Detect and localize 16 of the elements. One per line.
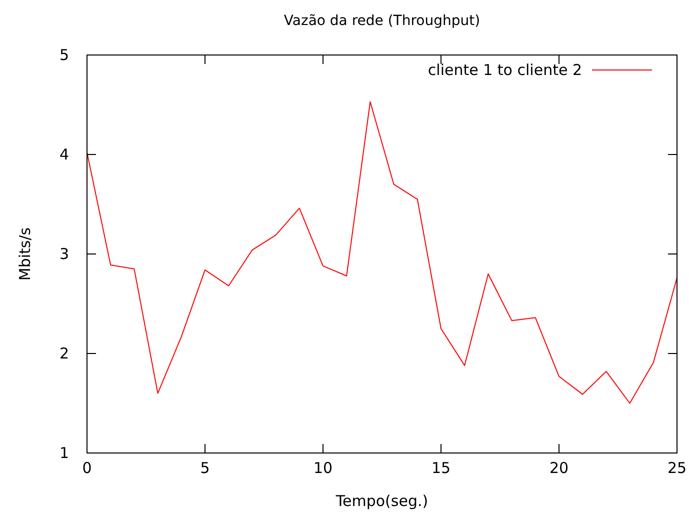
y-tick-label: 1 xyxy=(59,444,69,462)
y-tick-label: 2 xyxy=(59,344,69,362)
y-tick-label: 3 xyxy=(59,245,69,263)
y-axis-title: Mbits/s xyxy=(16,227,34,281)
chart-title: Vazão da rede (Throughput) xyxy=(284,13,480,29)
x-axis-title: Tempo(seg.) xyxy=(334,492,428,510)
line-series xyxy=(86,101,678,404)
x-tick-label: 25 xyxy=(667,459,687,477)
x-tick-label: 20 xyxy=(549,459,569,477)
x-tick-label: 15 xyxy=(431,459,451,477)
y-tick-label: 5 xyxy=(59,46,69,64)
x-tick-label: 5 xyxy=(200,459,210,477)
legend-label: cliente 1 to cliente 2 xyxy=(428,61,582,79)
x-tick-label: 0 xyxy=(82,459,92,477)
y-tick-label: 4 xyxy=(59,146,69,164)
x-tick-label: 10 xyxy=(313,459,333,477)
